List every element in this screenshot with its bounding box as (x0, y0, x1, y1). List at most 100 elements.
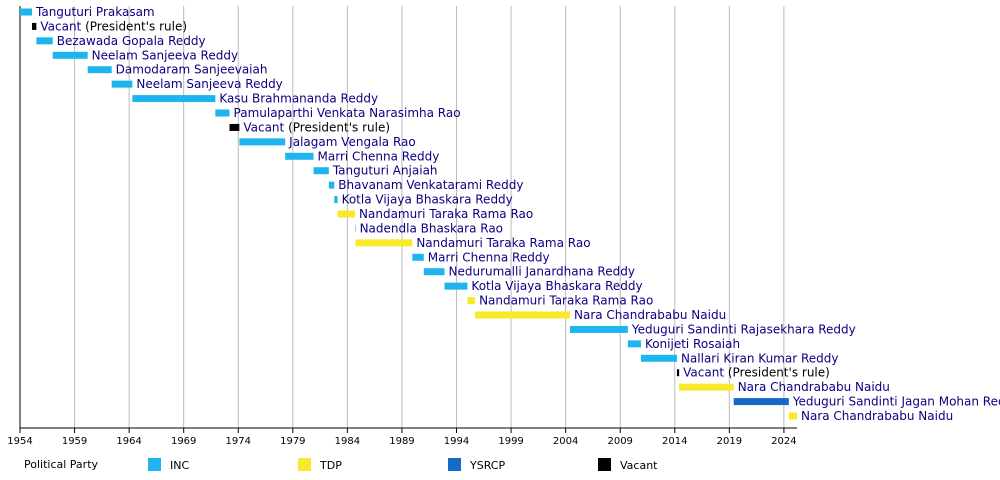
tenure-label: Yeduguri Sandinti Jagan Mohan Reddy (792, 394, 1000, 408)
holder-name: Nara Chandrababu Naidu (738, 380, 890, 394)
holder-name: Kotla Vijaya Bhaskara Reddy (471, 279, 642, 293)
holder-name: Nara Chandrababu Naidu (801, 409, 953, 423)
holder-name: Marri Chenna Reddy (318, 149, 440, 163)
tenure-label: Nedurumalli Janardhana Reddy (449, 264, 635, 278)
tenure-label: Pamulaparthi Venkata Narasimha Rao (234, 106, 461, 120)
holder-name: Tanguturi Anjaiah (332, 163, 438, 177)
x-tick-label: 1989 (389, 436, 414, 447)
x-tick-label: 1959 (62, 436, 87, 447)
legend-label: TDP (319, 459, 342, 472)
tenure-bar (355, 224, 356, 232)
holder-name: Nadendla Bhaskara Rao (360, 221, 503, 235)
tenure-bar (229, 123, 240, 131)
tenure-label: Nallari Kiran Kumar Reddy (681, 351, 839, 365)
tenure-bar (627, 340, 641, 348)
legend-label: Vacant (620, 459, 658, 472)
legend-swatch (298, 458, 311, 471)
x-tick-label: 2004 (553, 436, 578, 447)
tenure-bar (285, 152, 314, 160)
legend-swatch (448, 458, 461, 471)
tenure-label: Marri Chenna Reddy (428, 250, 550, 264)
legend-swatch (598, 458, 611, 471)
tenure-label: Yeduguri Sandinti Rajasekhara Reddy (631, 322, 856, 336)
x-tick-label: 1999 (498, 436, 523, 447)
tenure-bar (467, 297, 476, 305)
tenure-bar (640, 354, 677, 362)
tenure-label: Vacant (President's rule) (40, 19, 187, 33)
holder-name: Nandamuri Taraka Rama Rao (416, 235, 590, 249)
tenure-bar (423, 268, 445, 276)
holder-name: Nandamuri Taraka Rama Rao (359, 207, 533, 221)
holder-name: Nedurumalli Janardhana Reddy (449, 264, 635, 278)
holder-name: Bhavanam Venkatarami Reddy (338, 178, 523, 192)
holder-name: Jalagam Vengala Rao (288, 134, 416, 148)
holder-name: Nara Chandrababu Naidu (574, 308, 726, 322)
tenure-label: Nadendla Bhaskara Rao (360, 221, 503, 235)
x-tick-label: 1979 (280, 436, 305, 447)
tenure-label: Nara Chandrababu Naidu (801, 409, 953, 423)
tenure-label: Nara Chandrababu Naidu (574, 308, 726, 322)
holder-name: Vacant (683, 365, 724, 379)
tenure-label: Bezawada Gopala Reddy (57, 33, 206, 47)
tenure-bar (20, 8, 33, 16)
x-tick-label: 1964 (116, 436, 141, 447)
holder-name: Damodaram Sanjeevaiah (116, 62, 268, 76)
tenure-bar (679, 383, 734, 391)
holder-name: Konijeti Rosaiah (645, 336, 740, 350)
x-tick-label: 2009 (607, 436, 632, 447)
tenure-label: Vacant (President's rule) (243, 120, 390, 134)
holder-name: Vacant (40, 19, 81, 33)
tenure-label: Kotla Vijaya Bhaskara Reddy (471, 279, 642, 293)
tenure-label: Nara Chandrababu Naidu (738, 380, 890, 394)
holder-name: Pamulaparthi Venkata Narasimha Rao (234, 106, 461, 120)
x-tick-label: 1974 (226, 436, 251, 447)
tenure-label: Bhavanam Venkatarami Reddy (338, 178, 523, 192)
tenure-label: Jalagam Vengala Rao (288, 134, 416, 148)
tenure-bar (132, 95, 216, 103)
x-tick-label: 1969 (171, 436, 196, 447)
tenure-bar (36, 37, 53, 45)
tenure-label: Marri Chenna Reddy (318, 149, 440, 163)
tenure-bar (788, 412, 797, 420)
holder-name: Tanguturi Prakasam (35, 5, 155, 19)
tenure-bar (32, 22, 37, 30)
tenure-bar (475, 311, 571, 319)
holder-name: Bezawada Gopala Reddy (57, 33, 206, 47)
holder-name: Yeduguri Sandinti Rajasekhara Reddy (631, 322, 856, 336)
tenure-label: Nandamuri Taraka Rama Rao (359, 207, 533, 221)
x-tick-label: 1954 (7, 436, 32, 447)
tenure-bar (676, 369, 680, 377)
x-tick-label: 2024 (771, 436, 796, 447)
tenure-label: Tanguturi Prakasam (35, 5, 155, 19)
legend-label: INC (170, 459, 189, 472)
holder-name: Nandamuri Taraka Rama Rao (479, 293, 653, 307)
holder-name: Vacant (243, 120, 284, 134)
x-tick-label: 1984 (335, 436, 360, 447)
tenure-bar (355, 239, 413, 247)
tenure-bar (111, 80, 133, 88)
tenure-bar (328, 181, 335, 189)
tenure-bar (334, 196, 338, 204)
tenure-bar (239, 138, 286, 146)
holder-name: Kasu Brahmananda Reddy (219, 91, 378, 105)
x-tick-label: 1994 (444, 436, 469, 447)
legend-swatch (148, 458, 161, 471)
tenure-bar (87, 66, 112, 74)
tenure-label: Kotla Vijaya Bhaskara Reddy (342, 192, 513, 206)
x-tick-label: 2019 (717, 436, 742, 447)
holder-note: (President's rule) (288, 120, 390, 134)
tenure-label: Tanguturi Anjaiah (332, 163, 438, 177)
holder-name: Neelam Sanjeeva Reddy (136, 77, 282, 91)
tenure-label: Nandamuri Taraka Rama Rao (416, 235, 590, 249)
tenure-label: Kasu Brahmananda Reddy (219, 91, 378, 105)
legend-title: Political Party (24, 458, 99, 471)
tenure-bar (337, 210, 356, 218)
tenure-label: Nandamuri Taraka Rama Rao (479, 293, 653, 307)
tenure-bar (215, 109, 230, 117)
tenure-bar (412, 253, 424, 261)
tenure-bar (313, 167, 329, 175)
tenure-bar (52, 51, 88, 59)
holder-note: (President's rule) (728, 365, 830, 379)
tenure-label: Neelam Sanjeeva Reddy (136, 77, 282, 91)
